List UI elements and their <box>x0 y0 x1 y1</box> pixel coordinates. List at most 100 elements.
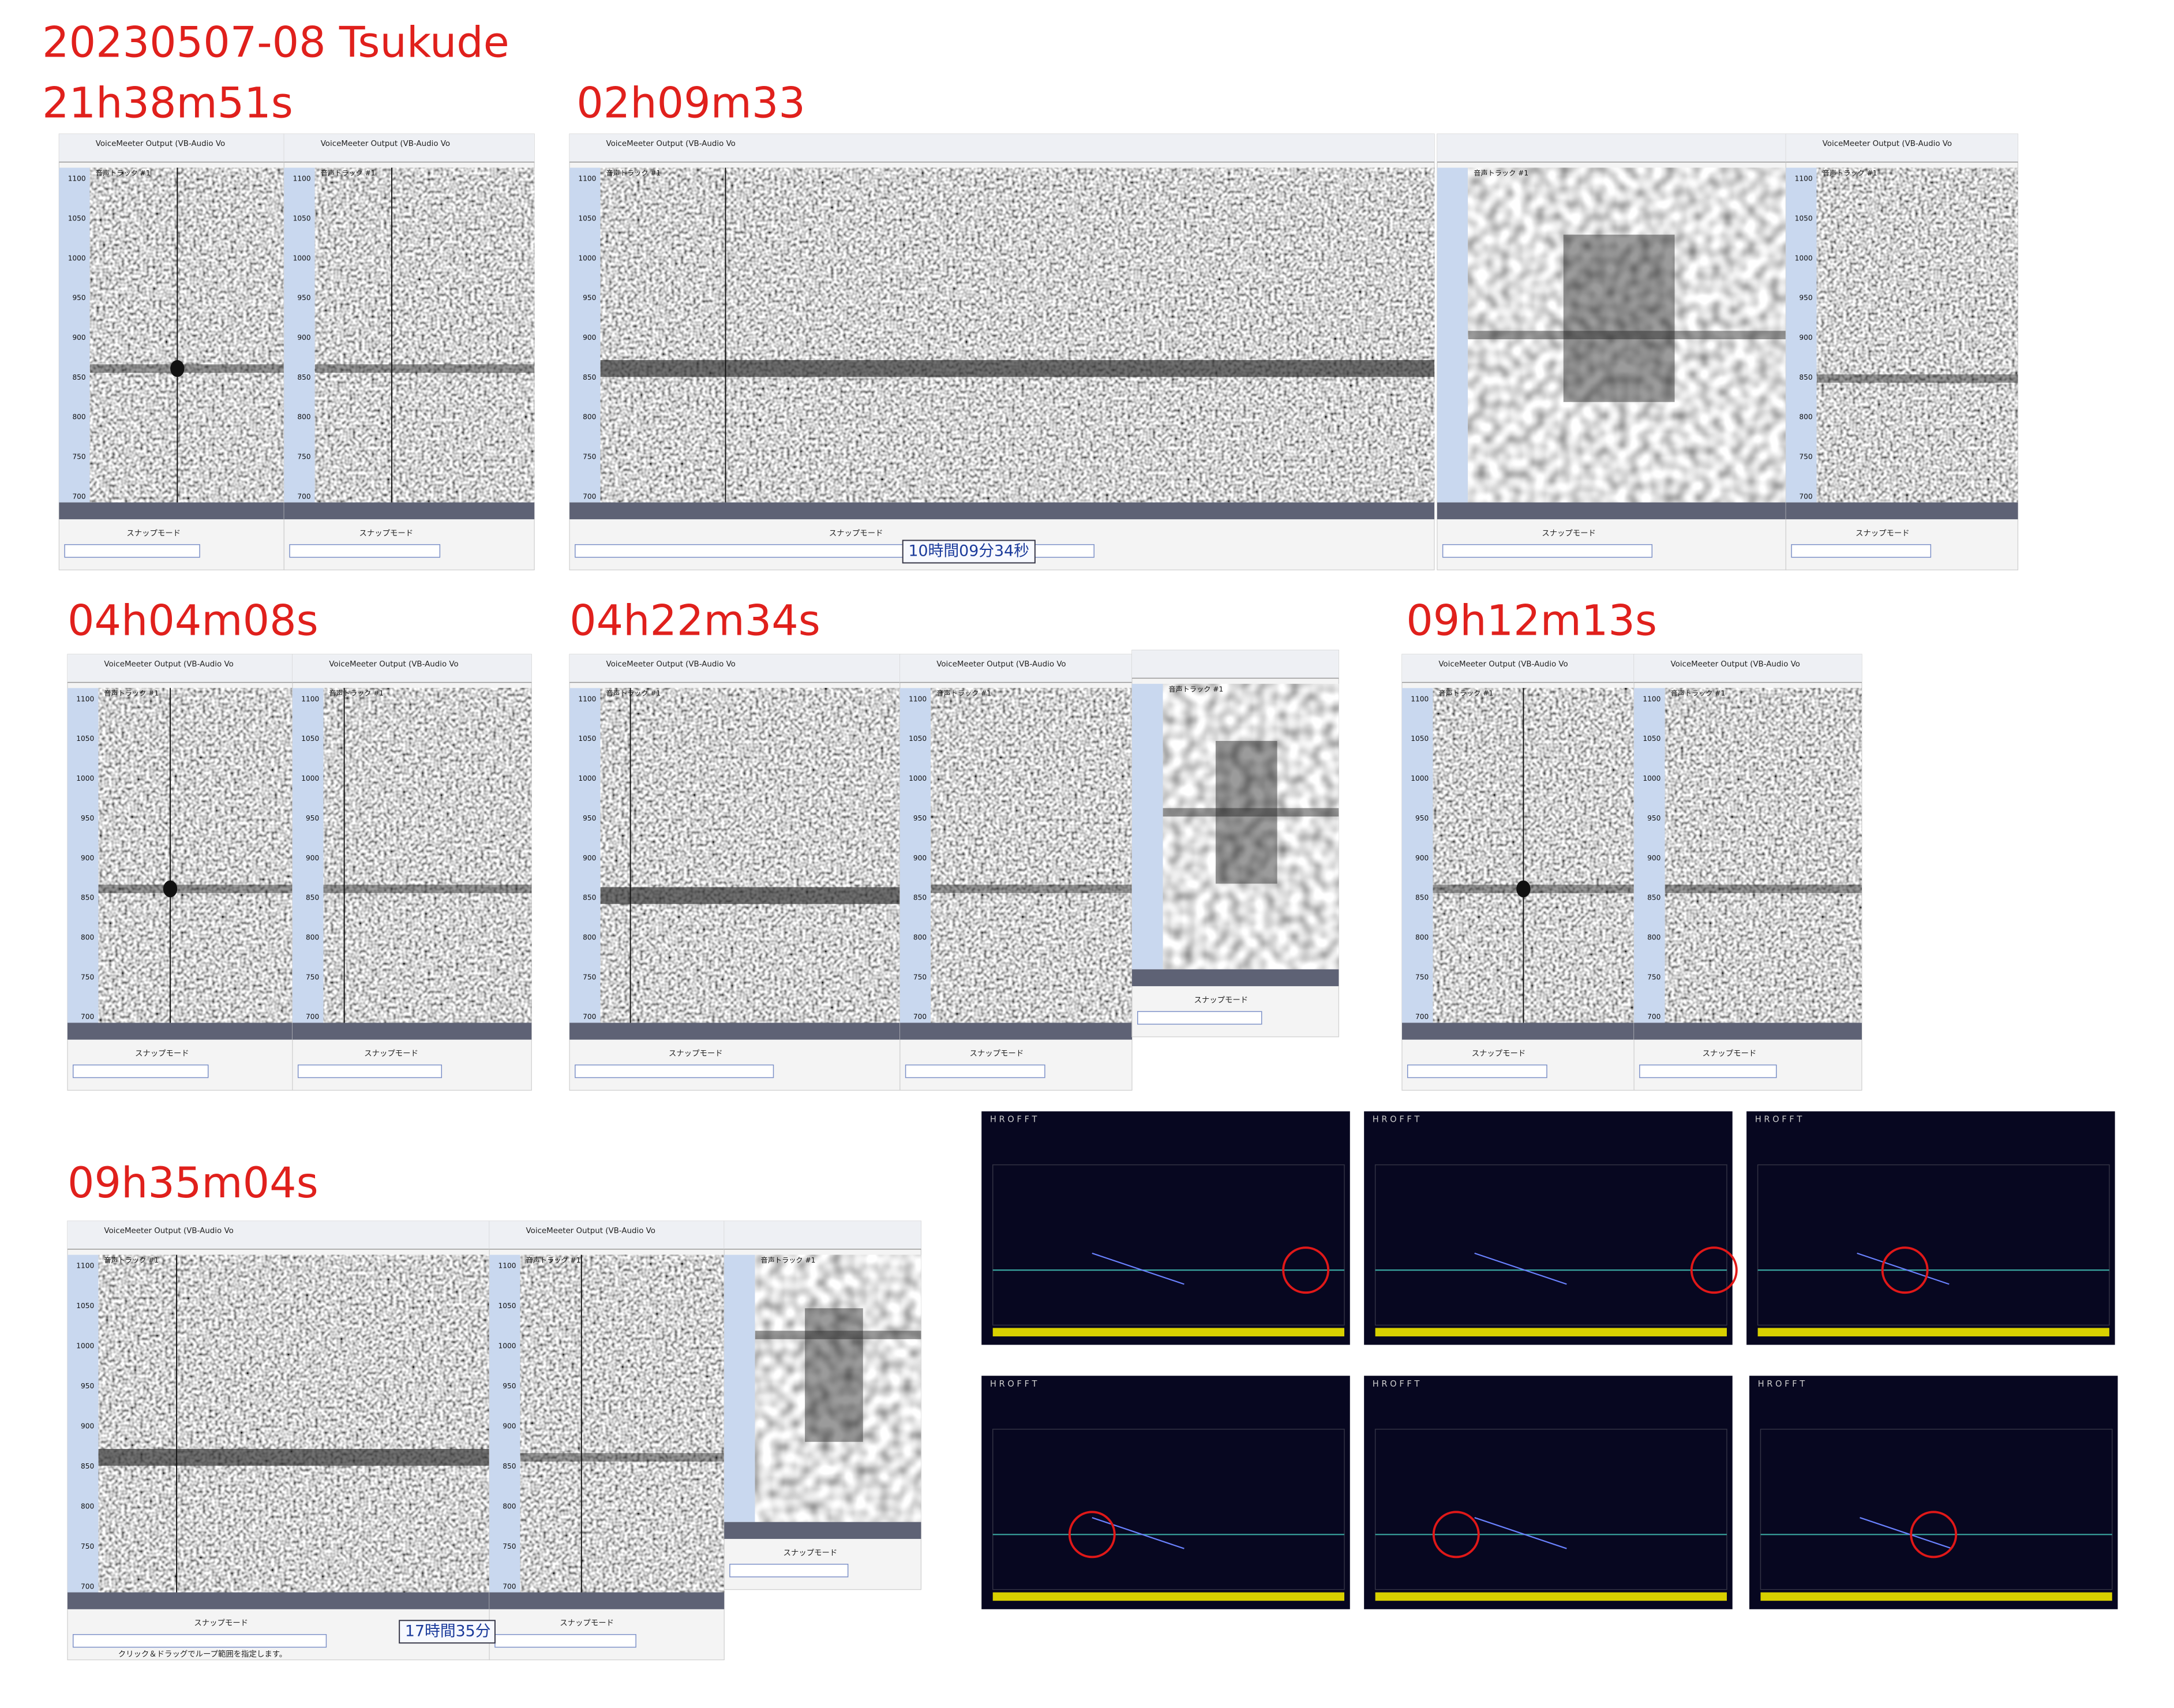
hrofft-spectrum <box>1375 1592 1727 1601</box>
track-label: 音声トラック #1 <box>1474 168 1528 177</box>
spectrogram <box>931 688 1132 1023</box>
toolbar <box>1437 134 1786 162</box>
toolbar-text: VoiceMeeter Output (VB-Audio Vo <box>606 660 735 669</box>
freq-tick-label: 750 <box>81 973 94 981</box>
hrofft-bg <box>1749 1376 2118 1609</box>
spectrogram <box>755 1254 921 1522</box>
snap-label: スナップモード <box>364 1049 418 1058</box>
freq-tick-label: 1050 <box>498 1302 516 1310</box>
track-label: 音声トラック #1 <box>96 168 151 177</box>
freq-tick-label: 1100 <box>301 695 319 703</box>
freq-tick-label: 1000 <box>578 254 596 262</box>
freq-tick-label: 750 <box>583 453 596 461</box>
time-note: 10時間09分34秒 <box>908 542 1029 560</box>
snap-label: スナップモード <box>126 529 181 538</box>
scroll-bar <box>1131 969 1339 987</box>
freq-tick-label: 900 <box>1647 854 1661 862</box>
spectrogram <box>1163 684 1339 969</box>
freq-tick-label: 1100 <box>1411 695 1429 703</box>
freq-tick-label: 950 <box>503 1382 516 1390</box>
time-field <box>1791 544 1932 558</box>
toolbar-text: VoiceMeeter Output (VB-Audio Vo <box>606 140 735 148</box>
freq-tick-label: 750 <box>1647 973 1661 981</box>
track-label: 音声トラック #1 <box>329 689 384 698</box>
meteor-mark <box>1881 1246 1929 1294</box>
freq-tick-label: 1100 <box>68 175 86 183</box>
toolbar <box>1634 654 1862 683</box>
hrofft-spectrum <box>1757 1328 2109 1336</box>
time-field <box>575 1064 774 1078</box>
spectrogram-panel: VoiceMeeter Output (VB-Audio Vo 音声トラック #1… <box>1785 133 2019 571</box>
freq-tick-label: 850 <box>503 1462 516 1470</box>
track-label: 音声トラック #1 <box>1823 168 1877 177</box>
freq-tick-label: 1100 <box>76 695 94 703</box>
scroll-bar <box>1437 502 1786 519</box>
meteor-mark <box>1282 1246 1330 1294</box>
freq-tick-label: 1050 <box>1643 735 1661 743</box>
scroll-bar <box>1786 502 2018 519</box>
meteor-echo <box>1516 880 1531 898</box>
freq-tick-label: 1100 <box>293 175 311 183</box>
time-field <box>1639 1064 1777 1078</box>
carrier-line <box>1163 808 1339 817</box>
time-field <box>289 544 441 558</box>
spectrogram-panel: VoiceMeeter Output (VB-Audio Vo 音声トラック #1… <box>489 1220 725 1661</box>
spectrogram <box>520 1254 725 1593</box>
freq-tick-label: 1050 <box>293 214 311 222</box>
freq-axis <box>1634 688 1665 1023</box>
time-field <box>73 1634 327 1648</box>
spectrogram-panel: VoiceMeeter Output (VB-Audio Vo 音声トラック #1… <box>569 133 1435 571</box>
freq-tick-label: 850 <box>583 373 596 381</box>
scroll-bar <box>59 502 284 519</box>
event-label: 04h22m34s <box>569 596 820 645</box>
freq-tick-label: 1050 <box>76 735 94 743</box>
hrofft-spectrum <box>1375 1328 1727 1336</box>
page-title: 20230507-08 Tsukude <box>42 18 509 68</box>
freq-tick-label: 800 <box>913 934 927 942</box>
event-label: 21h38m51s <box>42 78 293 128</box>
freq-tick-label: 800 <box>306 934 319 942</box>
track-label: 音声トラック #1 <box>526 1256 581 1264</box>
hrofft-header: H R O F F T <box>1373 1379 1420 1389</box>
freq-tick-label: 850 <box>1415 894 1429 902</box>
track-label: 音声トラック #1 <box>104 689 159 698</box>
freq-tick-label: 1100 <box>76 1262 94 1270</box>
hrofft-header: H R O F F T <box>1373 1115 1420 1125</box>
spectrogram-panel: 音声トラック #1 スナップモード <box>1131 649 1339 1037</box>
spectrogram-panel: VoiceMeeter Output (VB-Audio Vo 音声トラック #1… <box>292 654 532 1091</box>
hrofft-streak <box>1092 1252 1185 1285</box>
scroll-bar <box>67 1022 293 1040</box>
snap-label: スナップモード <box>784 1548 838 1557</box>
hrofft-header: H R O F F T <box>1758 1379 1805 1389</box>
snap-label: スナップモード <box>1472 1049 1526 1058</box>
hrofft-bg <box>981 1376 1350 1609</box>
freq-tick-label: 850 <box>72 373 85 381</box>
freq-tick-label: 1000 <box>909 774 927 782</box>
toolbar <box>569 134 1435 162</box>
hrofft-panel: H R O F F T <box>1749 1376 2118 1609</box>
hrofft-bg <box>981 1111 1350 1345</box>
scroll-bar <box>1634 1022 1862 1040</box>
freq-tick-label: 850 <box>583 894 596 902</box>
spectrogram-panel: 音声トラック #1 スナップモード <box>724 1220 922 1590</box>
freq-tick-label: 800 <box>1799 413 1812 421</box>
time-field <box>1137 1011 1262 1025</box>
meteor-echo <box>163 880 178 898</box>
scroll-bar <box>724 1522 921 1539</box>
scroll-bar <box>292 1022 532 1040</box>
freq-tick-label: 1100 <box>1643 695 1661 703</box>
track-label: 音声トラック #1 <box>606 689 661 698</box>
event-label: 02h09m33 <box>576 78 805 128</box>
spectrogram <box>89 167 284 503</box>
track-label: 音声トラック #1 <box>1670 689 1725 698</box>
freq-tick-label: 950 <box>1799 294 1812 302</box>
hrofft-panel: H R O F F T <box>981 1376 1350 1609</box>
freq-tick-label: 750 <box>503 1542 516 1550</box>
freq-tick-label: 750 <box>306 973 319 981</box>
freq-tick-label: 1000 <box>68 254 86 262</box>
freq-tick-label: 700 <box>72 492 85 500</box>
time-field <box>729 1564 849 1578</box>
time-field <box>297 1064 443 1078</box>
freq-tick-label: 850 <box>81 894 94 902</box>
